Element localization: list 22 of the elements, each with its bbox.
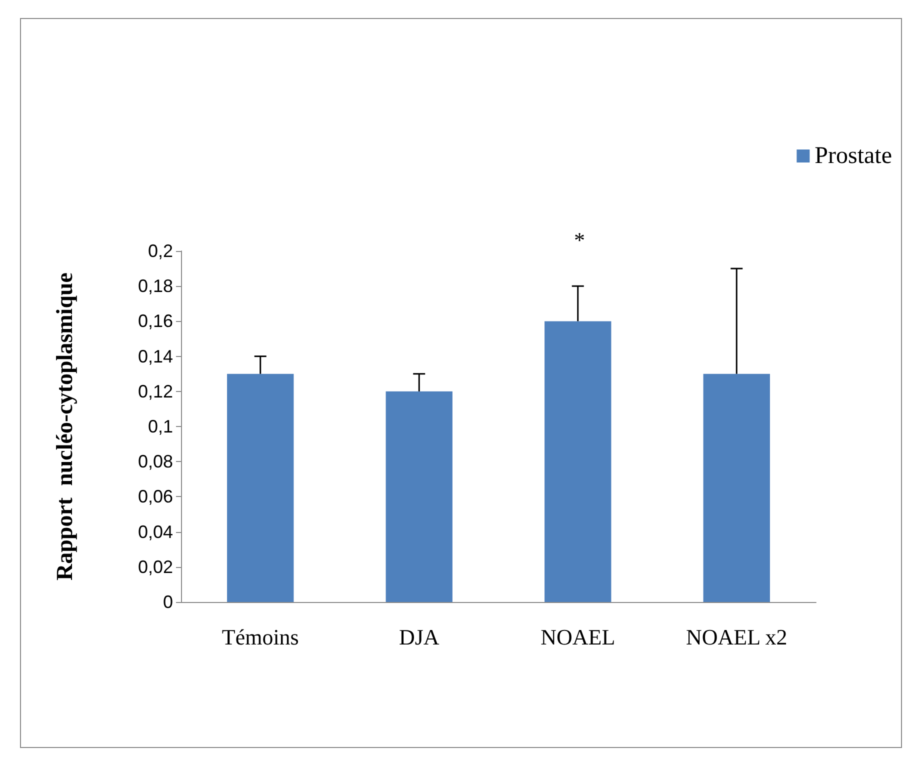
y-tick-label: 0,1 — [148, 416, 173, 436]
y-tick-label: 0,16 — [138, 311, 173, 332]
y-tick-label: 0,18 — [138, 276, 173, 296]
x-tick-label: NOAEL — [540, 624, 616, 650]
y-tick-label: 0,02 — [138, 556, 173, 577]
bar — [703, 374, 770, 602]
y-tick-label: 0,06 — [138, 486, 173, 507]
y-tick-label: 0 — [162, 592, 173, 612]
y-tick-label: 0,2 — [148, 241, 173, 261]
bar — [386, 391, 452, 602]
x-tick-label: Témoins — [222, 624, 299, 650]
y-tick-label: 0,14 — [138, 346, 173, 366]
y-tick-label: 0,12 — [138, 381, 173, 402]
x-tick-label: NOAEL x2 — [686, 624, 788, 650]
bar — [544, 321, 612, 602]
y-axis-title: Rapport nucléo-cytoplasmique — [52, 272, 77, 580]
legend-label: Prostate — [814, 143, 892, 169]
y-tick-label: 0,04 — [138, 522, 173, 542]
y-tick-label: 0,08 — [138, 452, 173, 472]
annotation: * — [574, 228, 585, 252]
bar — [227, 374, 294, 602]
x-tick-label: DJA — [398, 624, 440, 650]
